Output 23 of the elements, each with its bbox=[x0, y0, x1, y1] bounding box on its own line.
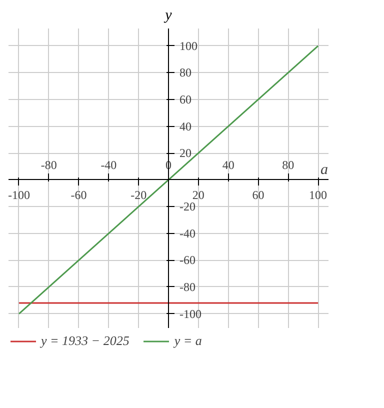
y-tick-label: -100 bbox=[180, 306, 202, 321]
x2-tick-label: -80 bbox=[40, 158, 57, 172]
x-tick-label: 60 bbox=[252, 188, 264, 202]
y-tick-label: 20 bbox=[180, 146, 192, 160]
x-axis-title: a bbox=[320, 162, 328, 178]
x-tick-label: -20 bbox=[130, 188, 147, 202]
x2-tick-label: 80 bbox=[282, 158, 294, 172]
y-tick-label: 100 bbox=[180, 38, 198, 53]
x-tick-label: -100 bbox=[8, 188, 30, 202]
y-tick-label: 40 bbox=[180, 119, 192, 134]
x2-tick-label: 40 bbox=[222, 158, 234, 172]
y-tick-label: -60 bbox=[180, 253, 196, 268]
y-tick-label: -40 bbox=[180, 226, 196, 240]
x2-tick-label: -40 bbox=[100, 158, 117, 172]
y-tick-label: 60 bbox=[180, 92, 192, 106]
legend-label: y = a bbox=[174, 333, 202, 349]
y-axis-title: y bbox=[163, 8, 172, 24]
y-tick-label: 80 bbox=[180, 66, 192, 80]
legend-label: y = 1933 − 2025 bbox=[41, 333, 130, 349]
y-tick-label: -20 bbox=[180, 200, 196, 214]
x-tick-label: 100 bbox=[309, 188, 328, 202]
y-tick-label: -80 bbox=[180, 280, 196, 294]
x-tick-label: -60 bbox=[70, 188, 87, 202]
